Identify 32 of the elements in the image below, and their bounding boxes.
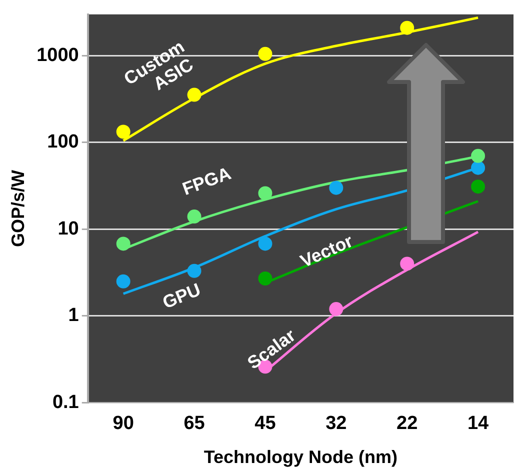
y-axis-title: GOP/s/W	[8, 170, 28, 248]
y-tick-label: 100	[47, 132, 79, 153]
point	[116, 274, 130, 288]
x-tick-label: 90	[112, 413, 134, 434]
x-tick-label: 32	[326, 413, 347, 434]
x-axis-title: Technology Node (nm)	[204, 447, 398, 468]
x-tick-label: 22	[396, 413, 418, 434]
point	[400, 256, 414, 271]
y-tick-label: 0.1	[52, 392, 80, 413]
point	[116, 236, 130, 251]
point	[471, 180, 486, 194]
text: Vector	[297, 230, 356, 272]
point	[258, 236, 272, 251]
point	[471, 160, 486, 175]
point	[400, 20, 414, 35]
x-tick-label: 65	[184, 413, 206, 434]
text: FPGA	[180, 163, 234, 199]
y-tick-label: 1	[68, 305, 80, 326]
y-tick-label: 1000	[36, 45, 79, 66]
point	[329, 302, 344, 316]
x-tick-label: 45	[254, 413, 276, 434]
text: GPU	[160, 279, 204, 313]
x-tick-label: 14	[467, 413, 490, 434]
point	[329, 180, 344, 195]
point	[258, 271, 272, 286]
point	[116, 124, 130, 139]
point	[258, 46, 272, 61]
y-tick-label: 10	[58, 218, 79, 240]
point	[258, 186, 272, 200]
point	[187, 210, 202, 224]
point	[471, 148, 486, 163]
point	[187, 264, 202, 278]
